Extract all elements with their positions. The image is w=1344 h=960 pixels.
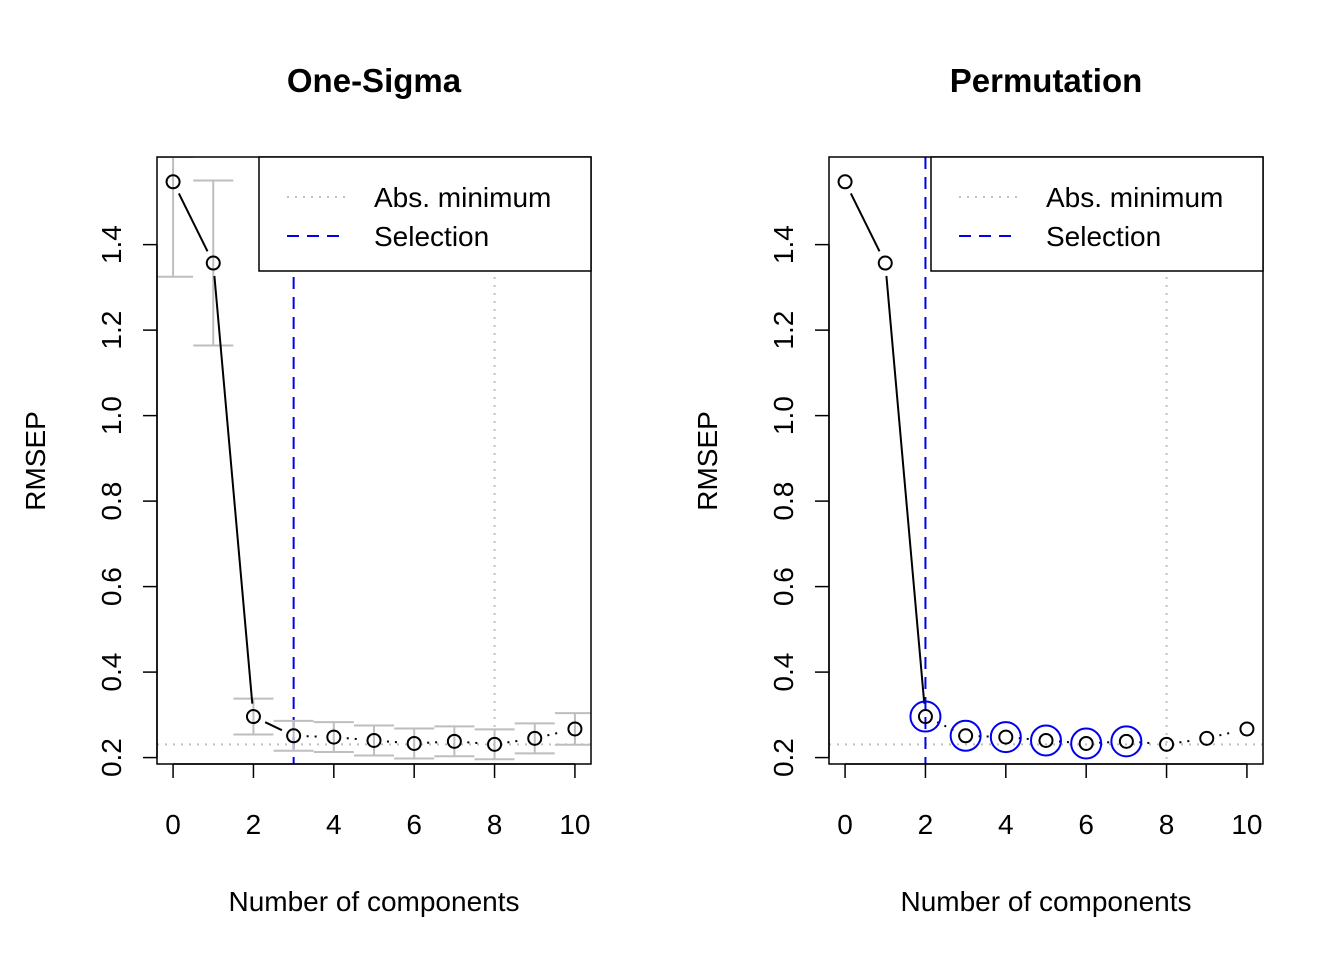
y-tick-label: 0.8 <box>768 482 799 521</box>
panel-permutation: Permutation Number of components RMSEP 0… <box>692 62 1264 917</box>
x-tick-label: 8 <box>487 809 503 840</box>
series-segment <box>507 739 523 744</box>
data-point <box>877 255 893 271</box>
legend-box <box>930 156 1264 272</box>
series-segment <box>1219 730 1235 737</box>
x-tick-label: 0 <box>837 809 853 840</box>
legend-label-abs-minimum: Abs. minimum <box>374 182 551 213</box>
y-tick-label: 1.4 <box>768 225 799 264</box>
data-point <box>245 709 261 725</box>
series-segment <box>547 730 563 737</box>
chart-title: Permutation <box>950 62 1143 99</box>
highlight-circle <box>909 700 942 733</box>
series-segment <box>346 737 362 741</box>
data-point <box>366 732 382 748</box>
y-tick-label: 1.4 <box>96 225 127 264</box>
data-point <box>998 729 1014 745</box>
x-tick-label: 10 <box>559 809 590 840</box>
y-tick-label: 0.8 <box>96 482 127 521</box>
series-segment <box>213 275 254 704</box>
data-point <box>286 728 302 744</box>
data-point <box>1078 735 1094 751</box>
legend: Abs. minimum Selection <box>930 156 1264 272</box>
y-axis-label: RMSEP <box>20 411 51 511</box>
x-axis-label: Number of components <box>900 886 1191 917</box>
data-point <box>165 174 181 190</box>
highlight-circle <box>949 719 982 752</box>
x-tick-label: 2 <box>246 809 262 840</box>
x-tick-label: 2 <box>918 809 934 840</box>
series-segment <box>264 721 283 732</box>
data-point <box>1038 732 1054 748</box>
data-point <box>1118 733 1134 749</box>
data-point <box>1239 721 1255 737</box>
legend-label-abs-minimum: Abs. minimum <box>1046 182 1223 213</box>
series-segment <box>467 741 482 745</box>
x-axis-label: Number of components <box>228 886 519 917</box>
data-point <box>446 733 462 749</box>
plot-content <box>829 157 1263 764</box>
data-point <box>567 721 583 737</box>
legend: Abs. minimum Selection <box>258 156 592 272</box>
series-segment <box>885 275 926 704</box>
y-tick-label: 1.0 <box>96 396 127 435</box>
data-point <box>487 736 503 752</box>
y-tick-label: 1.2 <box>96 311 127 350</box>
x-tick-label: 4 <box>326 809 342 840</box>
series-segment <box>936 721 955 732</box>
panel-one-sigma: One-Sigma Number of components RMSEP 0 2 4… <box>20 62 592 917</box>
data-point <box>917 709 933 725</box>
y-tick-label: 0.2 <box>96 738 127 777</box>
y-tick-label: 0.6 <box>96 567 127 606</box>
data-point <box>205 255 221 271</box>
y-tick-label: 1.0 <box>768 396 799 435</box>
highlight-circle <box>1030 724 1062 757</box>
series-segment <box>849 193 881 252</box>
data-point <box>406 735 422 751</box>
legend-label-selection: Selection <box>374 221 489 252</box>
y-axis-label: RMSEP <box>692 411 723 511</box>
data-point <box>326 729 342 745</box>
data-point <box>958 728 974 744</box>
highlight-circle <box>1110 725 1143 758</box>
y-tick-label: 0.6 <box>768 567 799 606</box>
highlight-circle <box>1070 727 1103 760</box>
plot-area: 0 2 4 6 8 10 0.2 0.4 0.6 0.8 1.0 1.2 1.4 <box>96 156 592 840</box>
x-tick-label: 10 <box>1231 809 1262 840</box>
chart-title: One-Sigma <box>287 62 462 99</box>
series-segment <box>177 193 209 252</box>
y-tick-label: 0.4 <box>96 653 127 692</box>
data-point <box>837 174 853 190</box>
series-segment <box>386 740 402 744</box>
data-point <box>1199 730 1215 746</box>
series-segment <box>1179 739 1195 744</box>
x-tick-label: 6 <box>406 809 422 840</box>
x-tick-label: 6 <box>1078 809 1094 840</box>
plot-content <box>157 157 591 764</box>
data-point <box>1159 736 1175 752</box>
y-tick-label: 0.2 <box>768 738 799 777</box>
x-tick-label: 4 <box>998 809 1014 840</box>
x-tick-label: 8 <box>1159 809 1175 840</box>
plot-area: 0 2 4 6 8 10 0.2 0.4 0.6 0.8 1.0 1.2 1.4 <box>768 156 1264 840</box>
highlight-circle <box>989 721 1022 754</box>
y-tick-label: 0.4 <box>768 653 799 692</box>
data-point <box>527 730 543 746</box>
y-tick-label: 1.2 <box>768 311 799 350</box>
legend-box <box>258 156 592 272</box>
x-tick-label: 0 <box>165 809 181 840</box>
legend-label-selection: Selection <box>1046 221 1161 252</box>
series-segment <box>427 741 442 744</box>
